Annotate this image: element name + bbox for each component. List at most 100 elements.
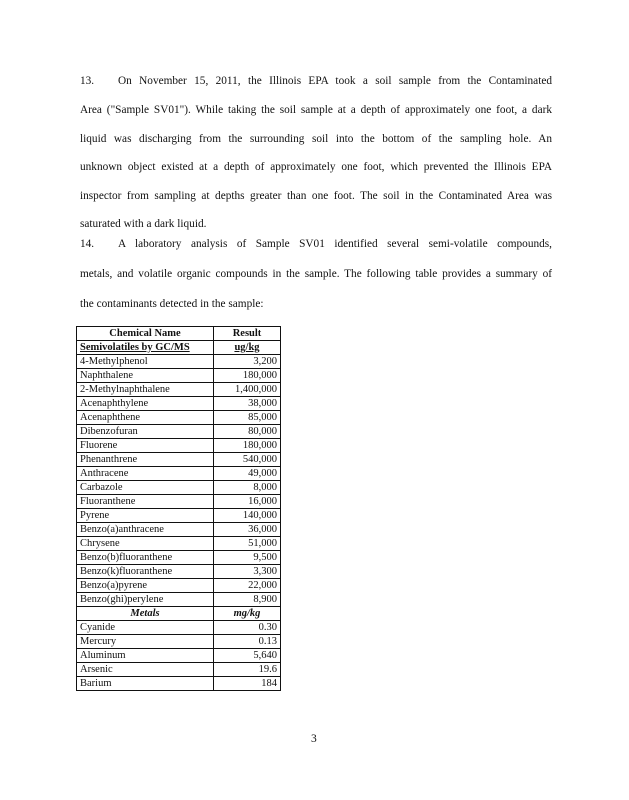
paragraph-line: metals, and volatile organic compounds i… <box>80 268 552 280</box>
table-header-row: Chemical Name Result <box>76 326 281 341</box>
result-value: 85,000 <box>213 410 281 425</box>
chemical-name: Naphthalene <box>76 368 214 383</box>
chemical-name: Acenaphthene <box>76 410 214 425</box>
table-row: Mercury 0.13 <box>76 634 281 649</box>
table-row: Aluminum 5,640 <box>76 648 281 663</box>
result-value: 19.6 <box>213 662 281 677</box>
result-value: 184 <box>213 676 281 691</box>
result-value: 80,000 <box>213 424 281 439</box>
paragraph-number: 14. <box>80 238 95 250</box>
paragraph-line: unknown object existed at a depth of app… <box>80 161 552 173</box>
result-value: 8,900 <box>213 592 281 607</box>
paragraph-line: Area ("Sample SV01"). While taking the s… <box>80 104 552 116</box>
table-row: Naphthalene 180,000 <box>76 368 281 383</box>
contaminants-table: Chemical Name Result Semivolatiles by GC… <box>76 326 281 691</box>
chemical-name: Carbazole <box>76 480 214 495</box>
paragraph-line: saturated with a dark liquid. <box>80 218 552 230</box>
chemical-name: Aluminum <box>76 648 214 663</box>
table-row: Phenanthrene 540,000 <box>76 452 281 467</box>
chemical-name: Benzo(ghi)perylene <box>76 592 214 607</box>
paragraph-text: Area ("Sample SV01"). While taking the s… <box>80 104 552 116</box>
paragraph-line: 14. A laboratory analysis of Sample SV01 … <box>80 238 552 250</box>
table-row: 2-Methylnaphthalene 1,400,000 <box>76 382 281 397</box>
paragraph-text: liquid was discharging from the surround… <box>80 133 552 145</box>
paragraph-line: inspector from sampling at depths greate… <box>80 190 552 202</box>
result-value: 3,300 <box>213 564 281 579</box>
table-row: Benzo(ghi)perylene 8,900 <box>76 592 281 607</box>
paragraph-line: the contaminants detected in the sample: <box>80 298 552 310</box>
table-row: Cyanide 0.30 <box>76 620 281 635</box>
chemical-name: Mercury <box>76 634 214 649</box>
result-value: 3,200 <box>213 354 281 369</box>
section-unit: mg/kg <box>213 606 281 621</box>
table-row: Fluoranthene 16,000 <box>76 494 281 509</box>
section-name: Metals <box>76 606 214 621</box>
chemical-name: Anthracene <box>76 466 214 481</box>
paragraph-text: metals, and volatile organic compounds i… <box>80 268 552 280</box>
result-value: 8,000 <box>213 480 281 495</box>
paragraph-line: 13. On November 15, 2011, the Illinois EP… <box>80 75 552 87</box>
chemical-name: 2-Methylnaphthalene <box>76 382 214 397</box>
chemical-name: Cyanide <box>76 620 214 635</box>
chemical-name: Benzo(b)fluoranthene <box>76 550 214 565</box>
result-value: 5,640 <box>213 648 281 663</box>
paragraph-text: the contaminants detected in the sample: <box>80 298 264 310</box>
result-value: 38,000 <box>213 396 281 411</box>
chemical-name: Phenanthrene <box>76 452 214 467</box>
result-value: 9,500 <box>213 550 281 565</box>
table-row: Carbazole 8,000 <box>76 480 281 495</box>
section-header-row: Metals mg/kg <box>76 606 281 621</box>
table-row: Chrysene 51,000 <box>76 536 281 551</box>
result-value: 49,000 <box>213 466 281 481</box>
table-row: Acenaphthene 85,000 <box>76 410 281 425</box>
chemical-name: Benzo(a)anthracene <box>76 522 214 537</box>
section-unit: ug/kg <box>213 340 281 355</box>
table-row: Arsenic 19.6 <box>76 662 281 677</box>
result-value: 22,000 <box>213 578 281 593</box>
paragraph-line: liquid was discharging from the surround… <box>80 133 552 145</box>
chemical-name: Benzo(a)pyrene <box>76 578 214 593</box>
result-value: 36,000 <box>213 522 281 537</box>
result-value: 180,000 <box>213 368 281 383</box>
table-row: Barium 184 <box>76 676 281 691</box>
chemical-name: Acenaphthylene <box>76 396 214 411</box>
table-row: 4-Methylphenol 3,200 <box>76 354 281 369</box>
result-value: 140,000 <box>213 508 281 523</box>
table-row: Benzo(k)fluoranthene 3,300 <box>76 564 281 579</box>
table-row: Acenaphthylene 38,000 <box>76 396 281 411</box>
result-value: 540,000 <box>213 452 281 467</box>
header-chemical-name: Chemical Name <box>76 326 214 341</box>
table-row: Dibenzofuran 80,000 <box>76 424 281 439</box>
table-row: Fluorene 180,000 <box>76 438 281 453</box>
chemical-name: Barium <box>76 676 214 691</box>
chemical-name: Chrysene <box>76 536 214 551</box>
chemical-name: Benzo(k)fluoranthene <box>76 564 214 579</box>
chemical-name: Pyrene <box>76 508 214 523</box>
table-row: Benzo(a)pyrene 22,000 <box>76 578 281 593</box>
chemical-name: Fluoranthene <box>76 494 214 509</box>
section-header-row: Semivolatiles by GC/MS ug/kg <box>76 340 281 355</box>
result-value: 1,400,000 <box>213 382 281 397</box>
paragraph-number: 13. <box>80 75 95 87</box>
paragraph-text: A laboratory analysis of Sample SV01 ide… <box>118 238 552 250</box>
chemical-name: Arsenic <box>76 662 214 677</box>
table-row: Anthracene 49,000 <box>76 466 281 481</box>
page-number: 3 <box>311 733 317 745</box>
result-value: 180,000 <box>213 438 281 453</box>
header-result: Result <box>213 326 281 341</box>
chemical-name: 4-Methylphenol <box>76 354 214 369</box>
paragraph-text: inspector from sampling at depths greate… <box>80 190 552 202</box>
table-row: Benzo(a)anthracene 36,000 <box>76 522 281 537</box>
table-row: Pyrene 140,000 <box>76 508 281 523</box>
section-name: Semivolatiles by GC/MS <box>76 340 214 355</box>
chemical-name: Dibenzofuran <box>76 424 214 439</box>
table-row: Benzo(b)fluoranthene 9,500 <box>76 550 281 565</box>
chemical-name: Fluorene <box>76 438 214 453</box>
paragraph-text: saturated with a dark liquid. <box>80 218 207 230</box>
paragraph-text: unknown object existed at a depth of app… <box>80 161 552 173</box>
result-value: 51,000 <box>213 536 281 551</box>
result-value: 0.30 <box>213 620 281 635</box>
result-value: 0.13 <box>213 634 281 649</box>
result-value: 16,000 <box>213 494 281 509</box>
